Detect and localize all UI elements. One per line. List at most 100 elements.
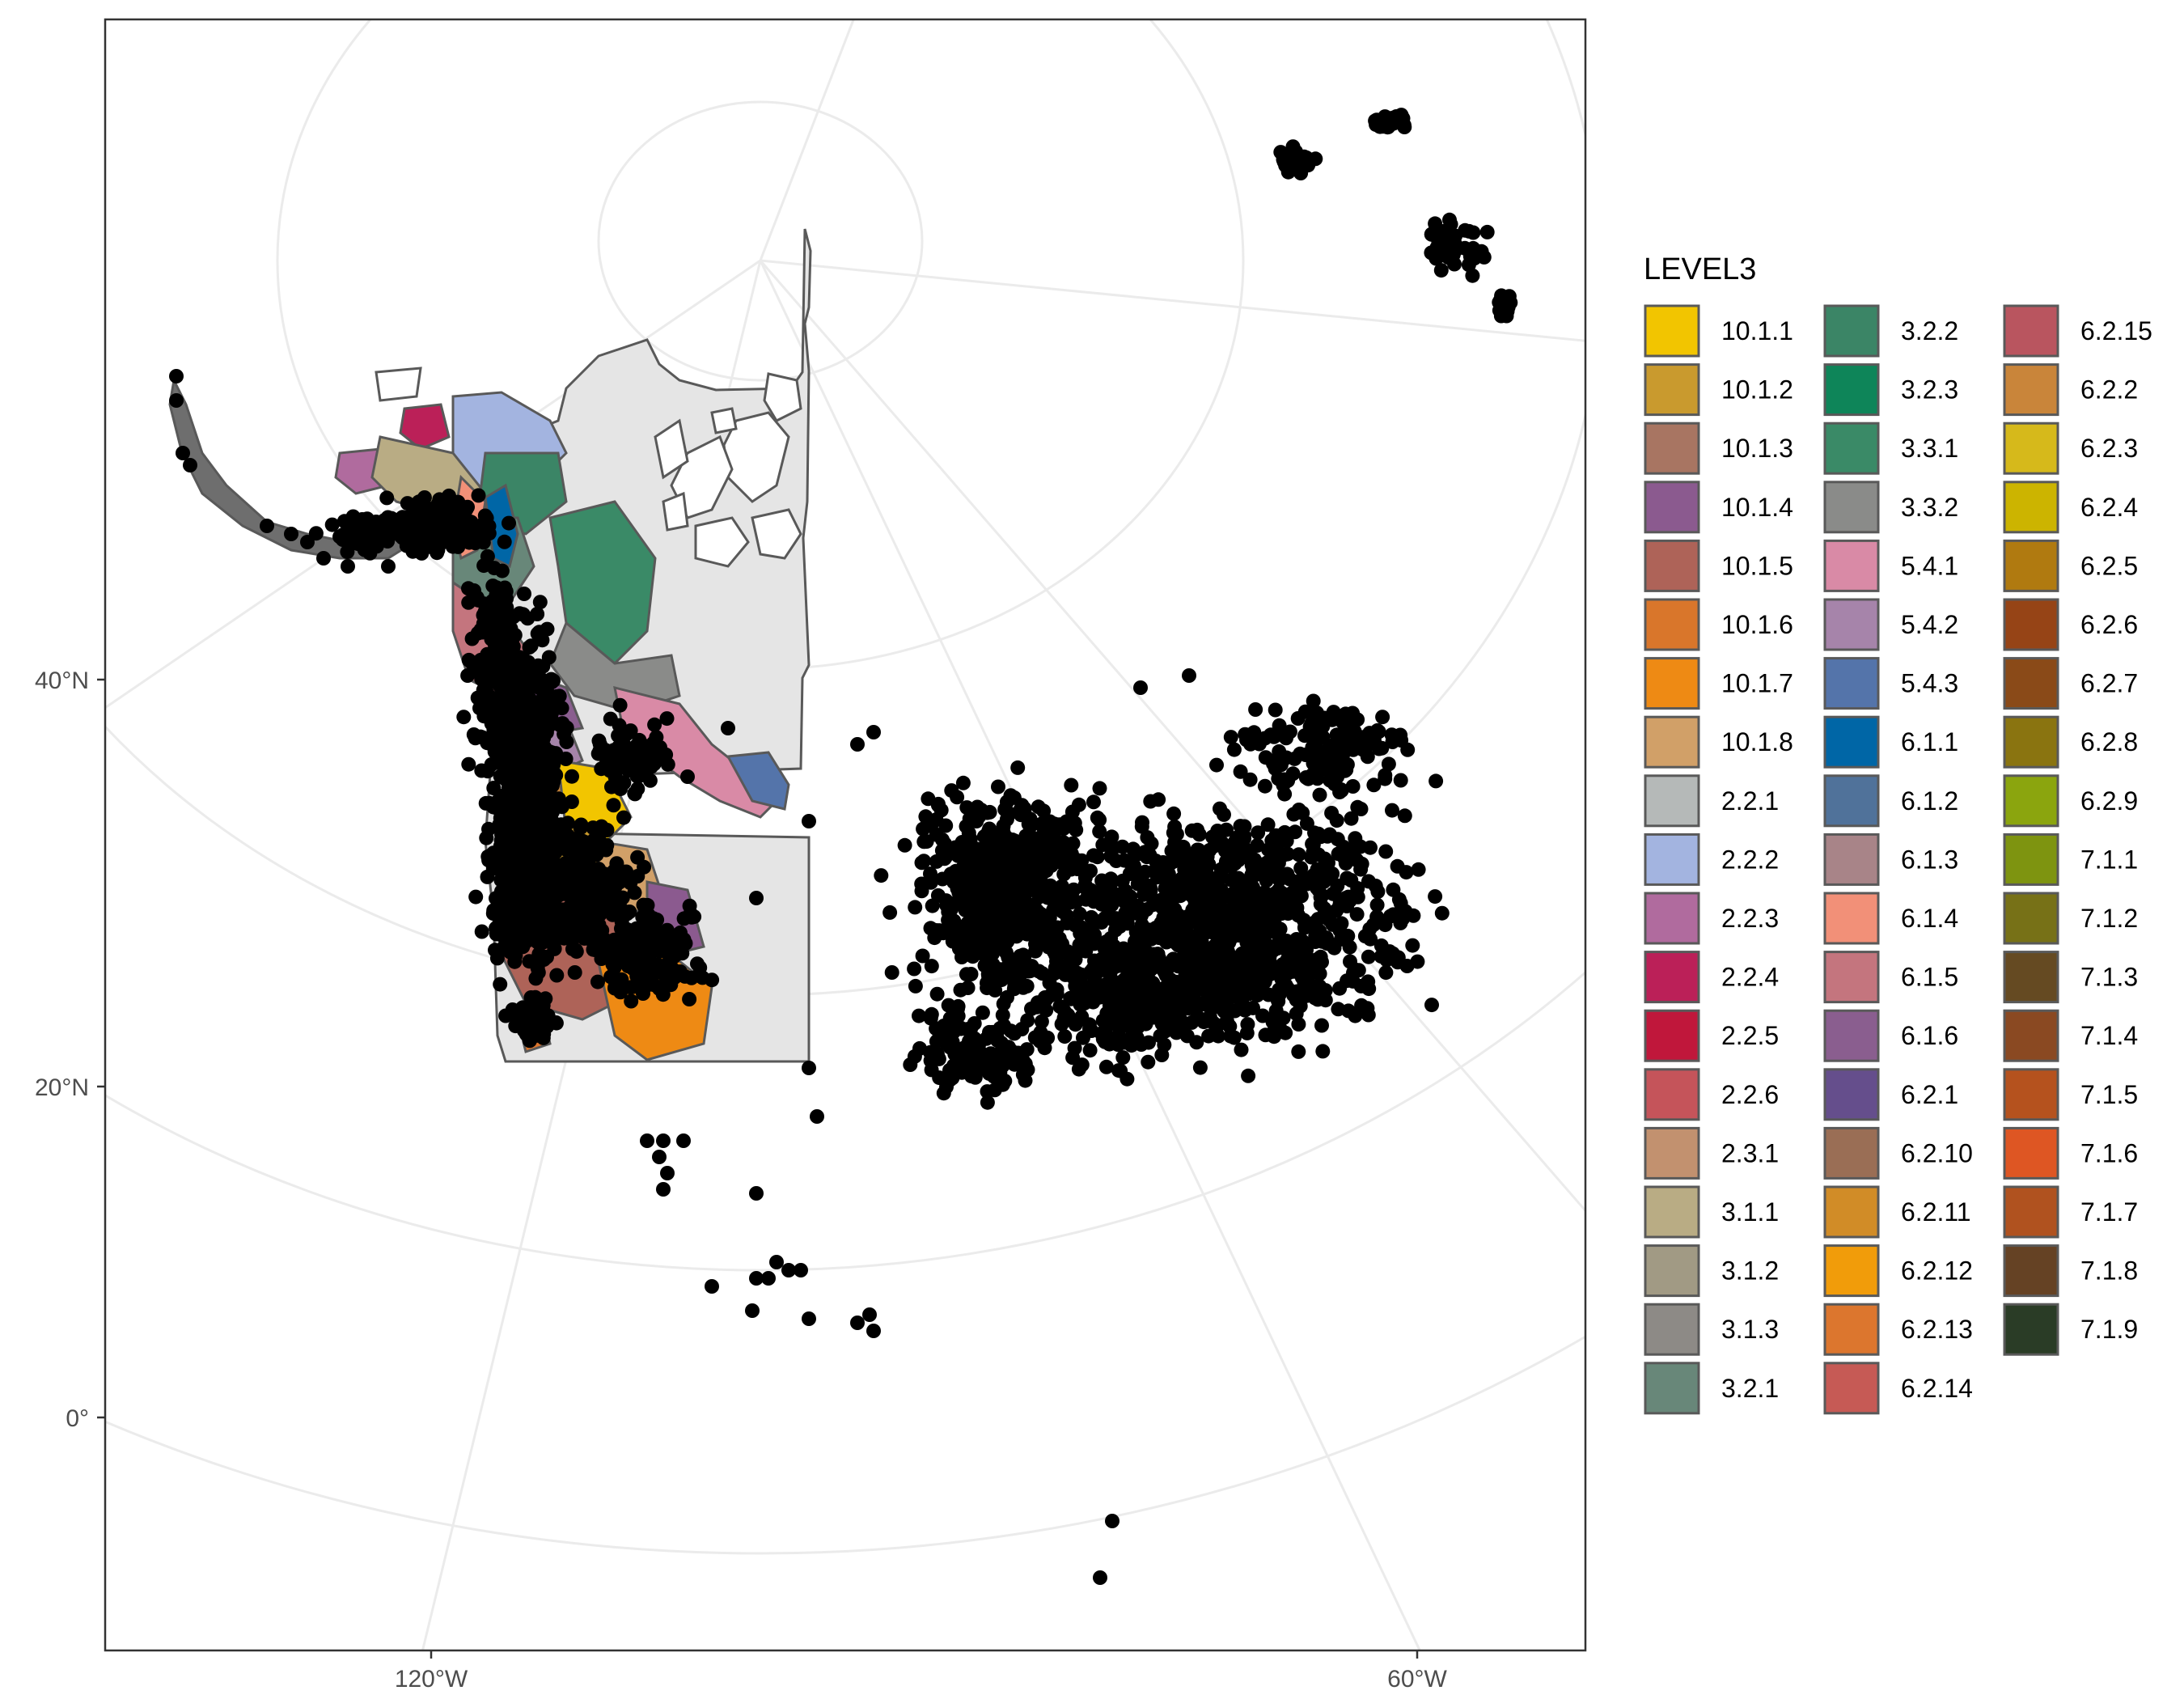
occurrence-point bbox=[532, 595, 548, 610]
occurrence-point bbox=[1166, 806, 1182, 821]
occurrence-point bbox=[1104, 953, 1120, 968]
occurrence-point bbox=[1293, 861, 1309, 876]
occurrence-point bbox=[1048, 929, 1064, 944]
legend-key bbox=[1823, 774, 1880, 828]
occurrence-point bbox=[505, 701, 520, 716]
occurrence-point bbox=[541, 650, 557, 665]
occurrence-point bbox=[929, 1034, 944, 1049]
occurrence-point bbox=[980, 1084, 995, 1099]
occurrence-point bbox=[1270, 992, 1285, 1007]
occurrence-point bbox=[939, 1033, 954, 1049]
occurrence-point bbox=[914, 876, 929, 892]
occurrence-point bbox=[522, 640, 537, 655]
occurrence-point bbox=[530, 607, 545, 621]
occurrence-point bbox=[603, 872, 618, 888]
occurrence-point bbox=[954, 950, 969, 964]
occurrence-point bbox=[999, 794, 1014, 810]
occurrence-point bbox=[1058, 945, 1073, 960]
occurrence-point bbox=[1393, 915, 1408, 930]
occurrence-point bbox=[540, 790, 555, 805]
legend-key bbox=[2003, 892, 2059, 945]
occurrence-point bbox=[908, 900, 923, 915]
occurrence-point bbox=[621, 762, 637, 777]
legend-key bbox=[1823, 1303, 1880, 1356]
occurrence-point bbox=[982, 821, 997, 837]
occurrence-point bbox=[637, 859, 652, 875]
occurrence-point bbox=[916, 854, 932, 869]
occurrence-point bbox=[1233, 764, 1248, 779]
occurrence-point bbox=[1000, 913, 1015, 929]
occurrence-point bbox=[761, 1271, 776, 1286]
occurrence-point bbox=[1098, 1059, 1114, 1074]
occurrence-point bbox=[461, 581, 476, 596]
occurrence-point bbox=[850, 737, 865, 752]
occurrence-point bbox=[1212, 934, 1227, 949]
legend-label: 10.1.7 bbox=[1721, 669, 1793, 698]
occurrence-point bbox=[1010, 760, 1026, 775]
occurrence-point bbox=[526, 734, 541, 748]
occurrence-point bbox=[1397, 808, 1412, 824]
occurrence-point bbox=[1213, 801, 1227, 816]
occurrence-point bbox=[1150, 947, 1166, 962]
occurrence-point bbox=[1374, 740, 1390, 756]
occurrence-point bbox=[341, 559, 355, 574]
occurrence-point bbox=[1307, 918, 1323, 934]
occurrence-point bbox=[260, 519, 274, 533]
legend-label: 2.2.2 bbox=[1721, 845, 1779, 874]
occurrence-point bbox=[975, 1005, 990, 1020]
occurrence-point bbox=[1278, 158, 1293, 173]
occurrence-point bbox=[1169, 827, 1184, 841]
occurrence-point bbox=[1325, 917, 1340, 932]
occurrence-point bbox=[656, 1133, 671, 1148]
occurrence-point bbox=[1018, 1073, 1033, 1088]
occurrence-point bbox=[1179, 1028, 1195, 1044]
occurrence-point bbox=[992, 888, 1006, 903]
occurrence-point bbox=[1036, 803, 1052, 819]
legend-key bbox=[2003, 363, 2059, 417]
occurrence-point bbox=[1003, 1043, 1018, 1058]
occurrence-point bbox=[1399, 865, 1414, 880]
occurrence-point bbox=[749, 891, 764, 905]
occurrence-point bbox=[529, 888, 544, 903]
occurrence-point bbox=[1103, 896, 1119, 911]
legend-label: 10.1.4 bbox=[1721, 493, 1793, 522]
legend-key bbox=[1823, 1068, 1880, 1121]
legend-label: 6.2.7 bbox=[2080, 669, 2138, 698]
occurrence-point bbox=[517, 587, 531, 601]
occurrence-point bbox=[1047, 816, 1062, 832]
occurrence-point bbox=[478, 795, 493, 811]
occurrence-point bbox=[572, 892, 586, 907]
occurrence-point bbox=[1114, 886, 1129, 901]
occurrence-point bbox=[1395, 111, 1411, 126]
y-tick-label: 20°N bbox=[35, 1074, 89, 1101]
occurrence-point bbox=[1267, 898, 1281, 913]
legend-label: 2.3.1 bbox=[1721, 1138, 1779, 1167]
occurrence-point bbox=[1331, 736, 1346, 752]
occurrence-point bbox=[1120, 947, 1136, 963]
occurrence-point bbox=[609, 858, 624, 874]
legend-key bbox=[1644, 657, 1700, 710]
occurrence-point bbox=[572, 924, 587, 939]
occurrence-point bbox=[486, 660, 502, 676]
occurrence-point bbox=[1349, 907, 1365, 922]
occurrence-point bbox=[1223, 730, 1238, 745]
occurrence-point bbox=[1037, 928, 1052, 943]
occurrence-point bbox=[470, 625, 485, 641]
occurrence-point bbox=[623, 723, 638, 739]
occurrence-point bbox=[1031, 889, 1047, 905]
occurrence-point bbox=[480, 869, 495, 884]
legend-label: 3.1.2 bbox=[1721, 1256, 1779, 1286]
occurrence-point bbox=[972, 861, 988, 876]
occurrence-point bbox=[967, 913, 982, 928]
occurrence-point bbox=[505, 718, 520, 733]
occurrence-point bbox=[1197, 907, 1213, 922]
occurrence-point bbox=[521, 871, 536, 887]
occurrence-point bbox=[1020, 1013, 1035, 1028]
occurrence-point bbox=[946, 913, 962, 929]
occurrence-point bbox=[1034, 1014, 1049, 1029]
x-tick-label: 120°W bbox=[395, 1666, 468, 1693]
occurrence-point bbox=[362, 545, 378, 561]
occurrence-point bbox=[1199, 863, 1214, 879]
legend-key bbox=[1644, 951, 1700, 1004]
occurrence-point bbox=[491, 625, 506, 640]
